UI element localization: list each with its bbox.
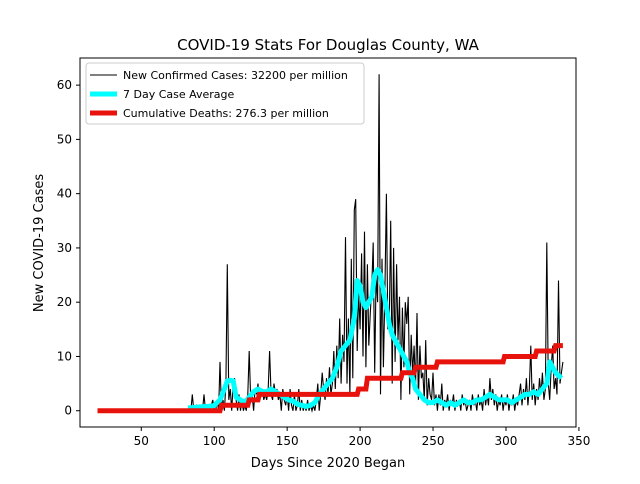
legend: New Confirmed Cases: 32200 per million 7 … — [85, 62, 365, 125]
chart-title: COVID-19 Stats For Douglas County, WA — [177, 36, 479, 54]
axes: 50 100 150 200 250 300 350 0 10 20 30 40 50 60 — [57, 57, 590, 448]
x-tick-label: 150 — [276, 434, 299, 448]
x-axis-label: Days Since 2020 Began — [251, 456, 406, 471]
series-line-1 — [188, 74, 564, 413]
plot-area — [97, 74, 564, 414]
y-tick-label: 60 — [57, 78, 72, 92]
x-tick-label: 250 — [422, 434, 445, 448]
x-tick-label: 350 — [567, 434, 590, 448]
axes-frame — [79, 57, 577, 428]
legend-label-3: Cumulative Deaths: 276.3 per million — [123, 107, 329, 120]
y-axis-label: New COVID-19 Cases — [32, 174, 47, 312]
series-line-2 — [187, 267, 564, 411]
y-tick-label: 50 — [57, 132, 72, 146]
y-tick-label: 20 — [57, 295, 72, 309]
y-tick-label: 30 — [57, 241, 72, 255]
series-line-3 — [97, 343, 563, 414]
x-tick-label: 50 — [134, 434, 149, 448]
legend-label-2: 7 Day Case Average — [123, 88, 235, 101]
x-tick-label: 100 — [203, 434, 226, 448]
x-tick-label: 200 — [349, 434, 372, 448]
x-tick-label: 300 — [495, 434, 518, 448]
legend-label-1: New Confirmed Cases: 32200 per million — [123, 69, 348, 82]
y-tick-label: 0 — [64, 404, 72, 418]
plot-series-group — [97, 74, 564, 414]
y-tick-label: 10 — [57, 349, 72, 363]
legend-box — [85, 62, 365, 125]
y-tick-label: 40 — [57, 187, 72, 201]
